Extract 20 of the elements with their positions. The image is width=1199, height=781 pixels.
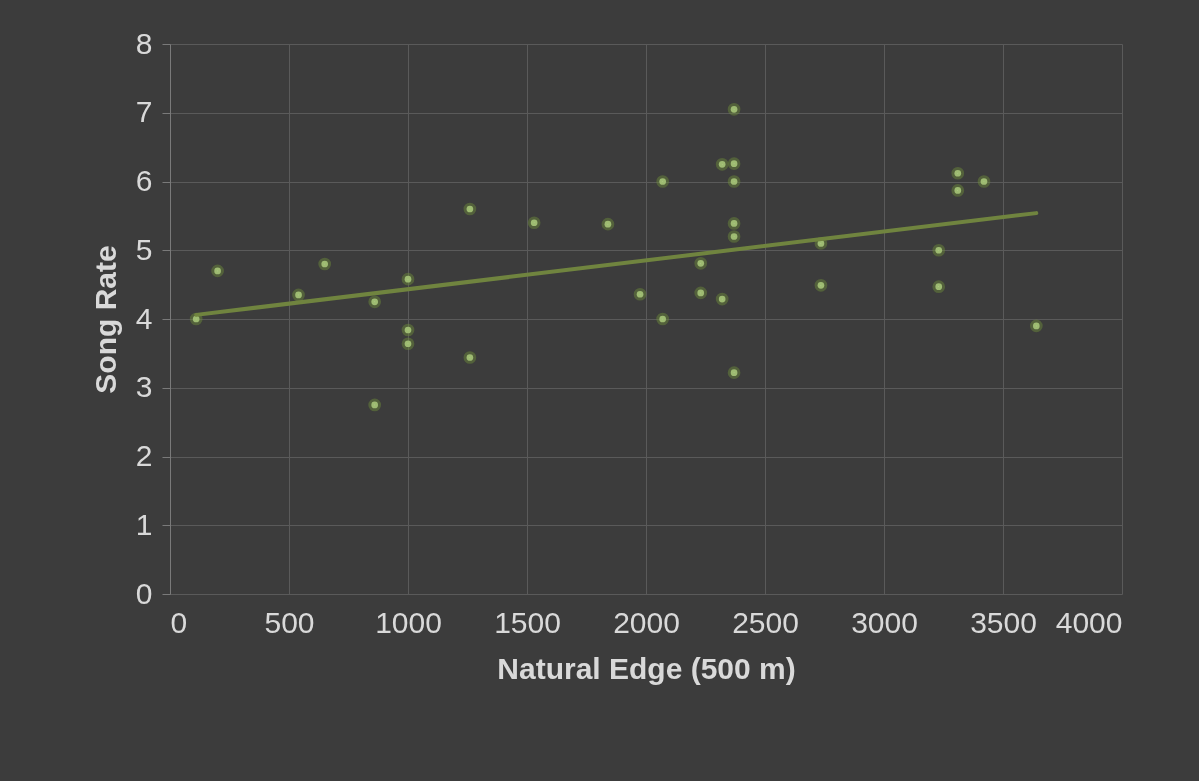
x-tick-label: 1000 — [375, 605, 442, 639]
y-axis-title: Song Rate — [88, 245, 122, 394]
x-tick-label: 4000 — [1055, 605, 1123, 639]
y-tick-label: 1 — [135, 507, 153, 541]
y-tick-label: 4 — [135, 301, 153, 335]
x-tick-label: 3500 — [970, 605, 1037, 639]
y-tick-label: 0 — [135, 576, 153, 610]
y-tick-label: 6 — [135, 164, 153, 197]
y-tick-label: 3 — [135, 370, 153, 404]
y-tick-label: 7 — [135, 95, 153, 129]
x-tick-label: 0 — [170, 605, 188, 639]
x-tick-label: 3000 — [851, 605, 918, 639]
y-tick-label: 5 — [135, 232, 153, 266]
x-axis-title: Natural Edge (500 m) — [497, 651, 796, 685]
x-tick-label: 1500 — [494, 605, 561, 639]
y-tick-label: 8 — [135, 26, 153, 60]
x-tick-label: 500 — [264, 605, 315, 639]
x-tick-label: 2500 — [732, 605, 799, 639]
y-tick-label: 2 — [135, 439, 153, 472]
x-tick-label: 2000 — [613, 605, 680, 639]
